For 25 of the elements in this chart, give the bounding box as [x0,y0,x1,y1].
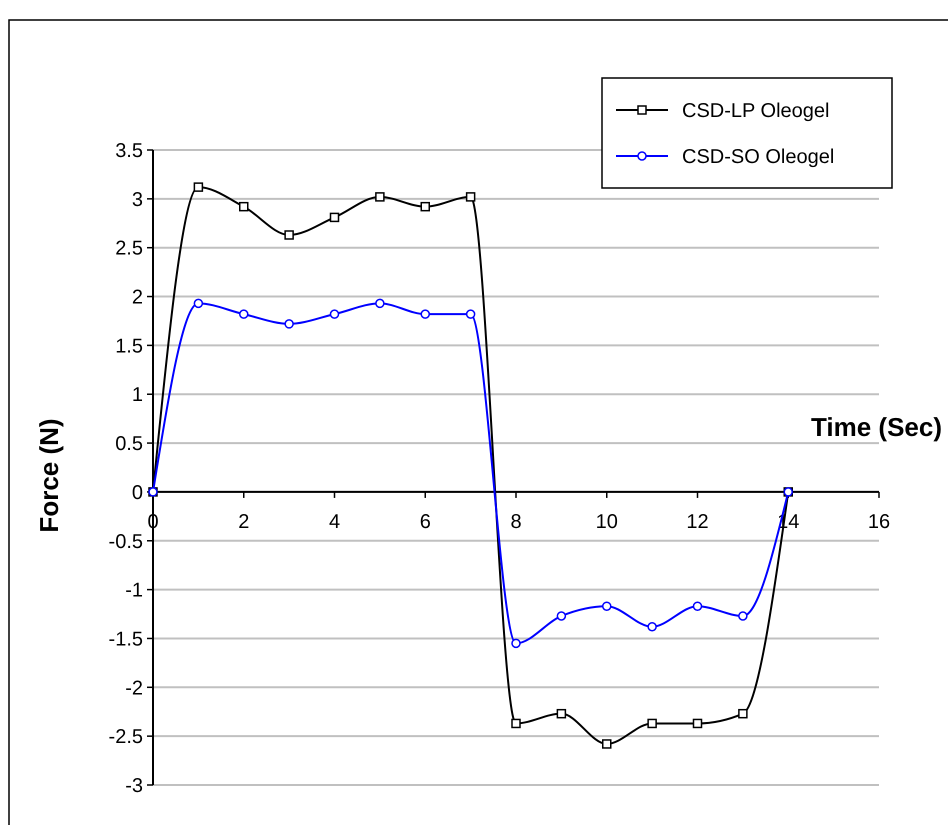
x-tick-label: 6 [420,510,431,533]
legend-label: CSD-LP Oleogel [682,100,830,122]
y-tick-label: -1 [125,580,143,602]
legend-label: CSD-SO Oleogel [682,146,834,168]
y-tick-label: 3 [132,188,143,211]
y-axis-title: Force (N) [34,418,64,533]
x-tick-label: 10 [596,510,618,533]
y-tick-label: 0.5 [115,433,143,456]
y-tick-label: 2.5 [115,238,143,260]
y-tick-label: 3.5 [115,140,143,162]
x-axis-title: Time (Sec) [810,412,942,442]
y-tick-label: 0 [132,482,143,504]
y-tick-label: -1.5 [108,628,143,650]
y-tick-label: -0.5 [108,530,143,553]
x-tick-label: 4 [328,510,340,533]
y-tick-label: -2 [125,677,143,700]
y-tick-label: 2 [132,286,143,309]
x-tick-label: 12 [686,510,709,533]
y-tick-label: 1 [132,384,143,406]
x-tick-label: 8 [510,510,522,533]
y-tick-label: 1.5 [115,335,143,358]
x-tick-label: 2 [238,510,250,533]
y-tick-label: -3 [125,775,143,797]
x-tick-label: 16 [868,510,890,533]
y-tick-label: -2.5 [108,726,143,748]
